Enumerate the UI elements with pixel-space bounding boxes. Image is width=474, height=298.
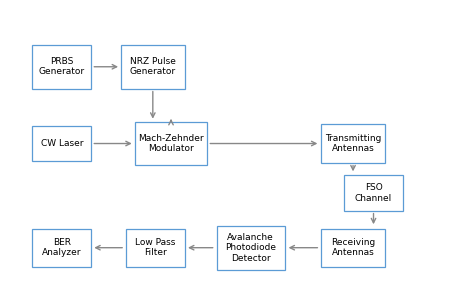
- Text: NRZ Pulse
Generator: NRZ Pulse Generator: [130, 57, 176, 77]
- FancyBboxPatch shape: [32, 45, 91, 89]
- Text: BER
Analyzer: BER Analyzer: [42, 238, 82, 257]
- FancyBboxPatch shape: [217, 226, 285, 270]
- FancyBboxPatch shape: [321, 229, 385, 267]
- FancyBboxPatch shape: [321, 124, 385, 163]
- FancyBboxPatch shape: [344, 175, 403, 211]
- Text: Low Pass
Filter: Low Pass Filter: [135, 238, 175, 257]
- Text: FSO
Channel: FSO Channel: [355, 183, 392, 203]
- FancyBboxPatch shape: [32, 126, 91, 161]
- Text: Avalanche
Photodiode
Detector: Avalanche Photodiode Detector: [225, 233, 276, 263]
- FancyBboxPatch shape: [32, 229, 91, 267]
- FancyBboxPatch shape: [126, 229, 185, 267]
- Text: Receiving
Antennas: Receiving Antennas: [331, 238, 375, 257]
- Text: PRBS
Generator: PRBS Generator: [39, 57, 85, 77]
- Text: Transmitting
Antennas: Transmitting Antennas: [325, 134, 381, 153]
- Text: Mach-Zehnder
Modulator: Mach-Zehnder Modulator: [138, 134, 204, 153]
- Text: CW Laser: CW Laser: [41, 139, 83, 148]
- FancyBboxPatch shape: [121, 45, 185, 89]
- FancyBboxPatch shape: [135, 122, 208, 165]
